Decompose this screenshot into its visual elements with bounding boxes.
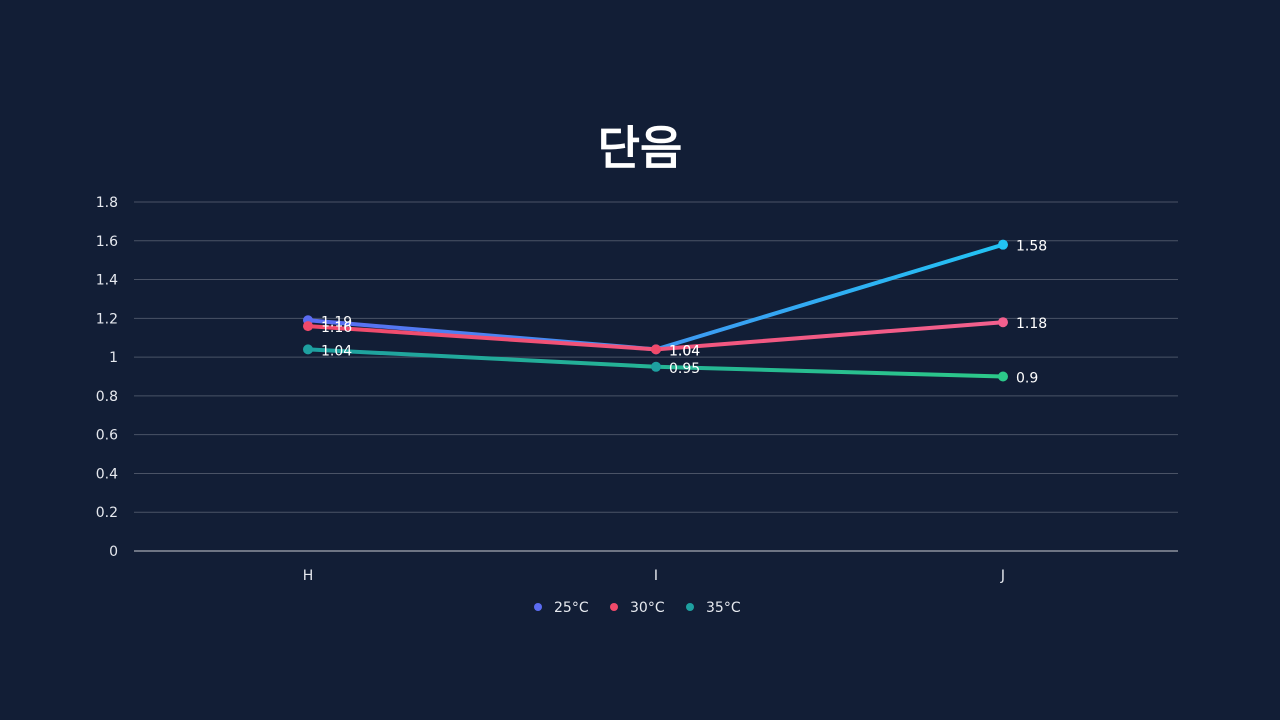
y-tick-label: 0 xyxy=(109,544,118,560)
data-label: 1.04 xyxy=(669,343,700,359)
y-tick-label: 0.4 xyxy=(96,466,118,482)
y-tick-label: 0.2 xyxy=(96,505,118,521)
y-tick-label: 0.8 xyxy=(96,389,118,405)
data-label: 1.04 xyxy=(669,343,700,359)
data-label: 1.19 xyxy=(321,314,352,330)
y-tick-label: 1 xyxy=(109,350,118,366)
chart-title: 단음 xyxy=(597,121,683,175)
y-tick-label: 1.8 xyxy=(96,195,118,211)
legend-swatch-marker xyxy=(686,603,694,611)
legend-swatch-marker xyxy=(534,603,542,611)
data-point xyxy=(303,321,313,332)
data-label: 0.95 xyxy=(669,361,700,377)
legend: 25°C 30°C 35°C xyxy=(524,600,741,616)
y-tick-label: 1.4 xyxy=(96,273,118,289)
legend-item: 30°C xyxy=(600,600,665,616)
data-label: 1.16 xyxy=(321,320,352,336)
y-tick-label: 1.2 xyxy=(96,311,118,327)
data-point xyxy=(303,344,313,355)
legend-item: 35°C xyxy=(676,600,741,616)
legend-swatch-marker xyxy=(610,603,618,611)
legend-item: 25°C xyxy=(524,600,589,616)
data-label: 1.58 xyxy=(1016,239,1047,255)
series-lines xyxy=(303,239,1008,382)
x-tick-label: I xyxy=(654,568,658,584)
data-point xyxy=(998,317,1008,328)
data-labels: 1.191.041.581.161.041.181.040.950.9 xyxy=(321,239,1047,387)
x-tick-label: H xyxy=(303,568,314,584)
data-label: 1.04 xyxy=(321,343,352,359)
y-tick-label: 0.6 xyxy=(96,428,118,444)
x-axis-ticks: H I J xyxy=(303,568,1005,584)
x-tick-label: J xyxy=(1000,568,1005,584)
data-point xyxy=(651,361,661,372)
legend-label: 35°C xyxy=(706,600,741,616)
data-label: 1.18 xyxy=(1016,316,1047,332)
y-tick-label: 1.6 xyxy=(96,234,118,250)
data-point xyxy=(651,344,661,355)
data-point xyxy=(998,371,1008,382)
y-axis-ticks: 0 0.2 0.4 0.6 0.8 1 1.2 1.4 1.6 1.8 xyxy=(96,195,118,560)
data-point xyxy=(998,239,1008,250)
legend-label: 30°C xyxy=(630,600,665,616)
legend-label: 25°C xyxy=(554,600,589,616)
data-label: 0.9 xyxy=(1016,371,1038,387)
